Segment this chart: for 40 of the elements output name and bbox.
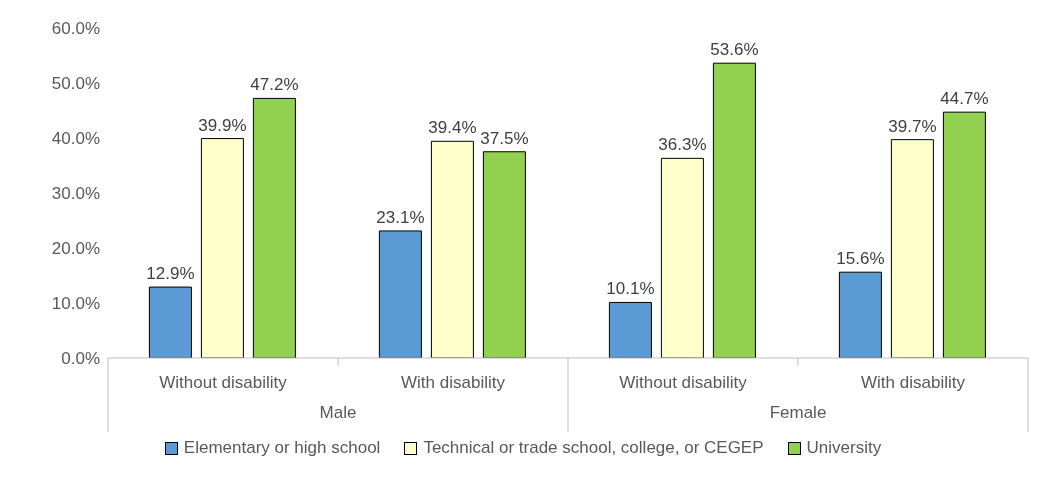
y-tick-label: 20.0%	[51, 239, 100, 259]
bar	[838, 271, 882, 358]
x-tick-label: With disability	[401, 373, 506, 392]
text: Male	[319, 403, 357, 422]
data-label: 39.9%	[198, 115, 247, 135]
bar	[890, 139, 934, 358]
y-tick-label: 50.0%	[51, 74, 100, 94]
legend-label: Technical or trade school, college, or CEGEP	[423, 438, 764, 458]
data-label: 47.2%	[250, 75, 299, 95]
bar	[200, 138, 244, 358]
data-label: 23.1%	[376, 207, 425, 227]
bar	[942, 111, 986, 358]
data-label: 53.6%	[710, 40, 759, 60]
y-tick-label: 60.0%	[51, 19, 100, 39]
x-tick-label: Without disability	[619, 373, 748, 392]
y-tick-label: 30.0%	[51, 184, 100, 204]
data-label: 15.6%	[836, 249, 885, 269]
data-label: 12.9%	[146, 264, 195, 284]
legend-label: University	[806, 438, 882, 458]
x-tick-label: Without disability	[159, 373, 288, 392]
bar	[608, 301, 652, 358]
x-tick-label: With disability	[861, 373, 966, 392]
data-label: 37.5%	[480, 128, 529, 148]
data-label: 39.7%	[888, 116, 937, 136]
y-tick-label: 10.0%	[51, 294, 100, 314]
text: Female	[769, 403, 827, 422]
bar	[148, 286, 192, 358]
bar	[252, 97, 296, 358]
y-tick-label: 40.0%	[51, 129, 100, 149]
y-tick-label: 0.0%	[61, 349, 100, 369]
bar	[712, 62, 756, 358]
bar	[378, 230, 422, 358]
data-label: 39.4%	[428, 118, 477, 138]
bar	[482, 151, 526, 358]
data-label: 10.1%	[606, 279, 655, 299]
bar	[660, 157, 704, 358]
data-label: 36.3%	[658, 135, 707, 155]
legend-label: Elementary or high school	[183, 438, 381, 458]
data-label: 44.7%	[940, 89, 989, 109]
bar	[430, 140, 474, 358]
